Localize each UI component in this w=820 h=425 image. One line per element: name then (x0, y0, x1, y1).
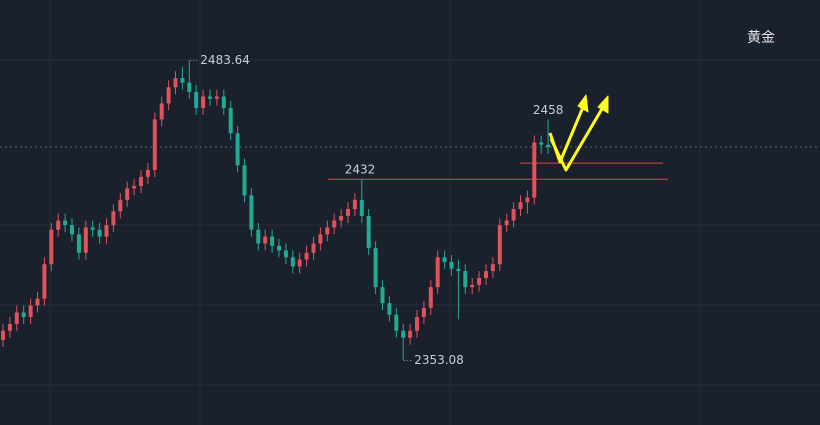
candle-body (532, 142, 537, 198)
level-label: 2432 (345, 163, 376, 177)
candle-body (442, 257, 447, 262)
candle-body (70, 225, 74, 235)
candle-body (484, 271, 488, 278)
candle-body (263, 236, 268, 244)
candle-body (456, 268, 461, 272)
candle-body (145, 170, 150, 177)
candle-body (318, 234, 323, 244)
candle-body (63, 220, 68, 226)
candle-body (325, 227, 330, 235)
candle-body (90, 227, 95, 230)
candle-body (421, 307, 426, 318)
candle-body (132, 186, 137, 189)
candle-body (14, 312, 19, 324)
candle-body (242, 165, 247, 196)
candle-body (270, 236, 275, 246)
candle-body (49, 229, 54, 265)
candle-body (256, 229, 261, 244)
candle-body (477, 277, 482, 285)
candle-body (180, 78, 185, 83)
candle-body (166, 87, 171, 104)
candle-body (221, 96, 226, 108)
candle-body (394, 314, 399, 331)
candle-body (428, 287, 433, 308)
candle-body (387, 303, 392, 315)
candle-body (332, 220, 337, 228)
candle-body (76, 234, 81, 253)
candle-body (352, 199, 357, 210)
candle-body (249, 195, 254, 230)
candle-body (311, 243, 316, 253)
candle-body (463, 271, 468, 288)
candle-body (277, 245, 281, 251)
candle-body (228, 107, 233, 134)
candle-body (490, 264, 495, 272)
high-label: 2483.64 (200, 53, 250, 67)
candle-body (111, 211, 116, 226)
arrow (549, 101, 608, 172)
arrow-head (597, 95, 609, 114)
candle-body (187, 82, 192, 92)
candle-body (346, 209, 350, 216)
low-label: 2353.08 (414, 353, 464, 367)
candle-body (435, 257, 440, 288)
candle-body (415, 317, 419, 331)
candle-body (152, 119, 157, 170)
candle-body (235, 133, 240, 166)
arrow-head (577, 94, 589, 113)
candle-body (366, 215, 371, 249)
candle-body (42, 264, 47, 299)
candle-body (380, 287, 385, 304)
candle-body (497, 225, 502, 265)
candle-body (449, 261, 454, 269)
candle-body (21, 312, 26, 318)
last-high-label: 2458 (533, 103, 564, 117)
candle-body (83, 227, 88, 253)
candle-body (539, 142, 544, 145)
candle-body (214, 96, 219, 99)
candle-body (97, 229, 102, 237)
candle-body (546, 144, 551, 148)
candle-body (173, 78, 178, 88)
candle-body (201, 96, 206, 108)
candle-body (525, 197, 530, 203)
candle-body (208, 96, 212, 99)
candle-body (7, 323, 12, 331)
candle-body (56, 220, 61, 230)
candle-body (518, 202, 523, 210)
candle-body (139, 176, 143, 187)
candle-body (159, 103, 164, 120)
arrows (548, 94, 609, 172)
candle-body (304, 252, 309, 260)
candle-body (401, 330, 406, 338)
candle-body (118, 199, 123, 212)
candle-body (290, 257, 295, 267)
candle-body (104, 225, 109, 237)
candle-body (1, 330, 5, 340)
candle-body (297, 259, 302, 267)
candle-body (504, 220, 509, 226)
candle-body (339, 215, 344, 221)
candle-body (28, 305, 33, 318)
plot: 2432 2483.64 2353.08 2458 (0, 53, 820, 367)
candle-body (408, 330, 413, 338)
candle-body (35, 298, 40, 306)
candle-body (470, 284, 475, 288)
candle-body (194, 91, 199, 108)
candle-body (283, 250, 288, 258)
candle-body (359, 199, 364, 216)
candle-body (373, 248, 378, 288)
candle-body (125, 188, 130, 200)
chart-title: 黄金 (747, 29, 775, 46)
candle-body (511, 209, 516, 221)
